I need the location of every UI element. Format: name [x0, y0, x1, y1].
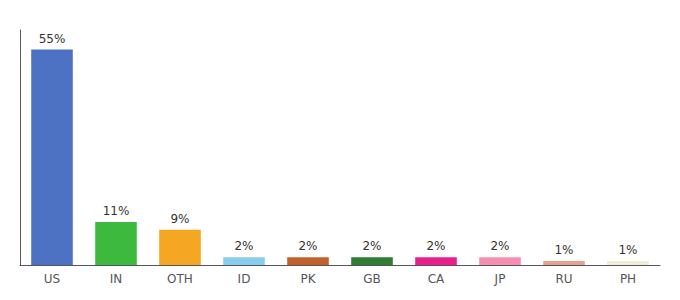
svg-text:IN: IN	[110, 272, 123, 286]
svg-text:2%: 2%	[490, 239, 509, 253]
svg-text:ID: ID	[238, 272, 251, 286]
svg-text:1%: 1%	[554, 243, 573, 257]
svg-text:11%: 11%	[103, 204, 130, 218]
svg-text:PH: PH	[620, 272, 636, 286]
svg-text:2%: 2%	[426, 239, 445, 253]
svg-text:JP: JP	[494, 272, 506, 286]
svg-text:2%: 2%	[234, 239, 253, 253]
svg-text:PK: PK	[300, 272, 316, 286]
svg-text:1%: 1%	[618, 243, 637, 257]
svg-text:9%: 9%	[170, 212, 189, 226]
svg-text:2%: 2%	[362, 239, 381, 253]
svg-text:2%: 2%	[298, 239, 317, 253]
svg-text:RU: RU	[555, 272, 572, 286]
svg-text:55%: 55%	[39, 32, 66, 46]
svg-text:OTH: OTH	[167, 272, 193, 286]
svg-text:CA: CA	[428, 272, 445, 286]
svg-text:US: US	[44, 272, 60, 286]
svg-text:GB: GB	[363, 272, 381, 286]
